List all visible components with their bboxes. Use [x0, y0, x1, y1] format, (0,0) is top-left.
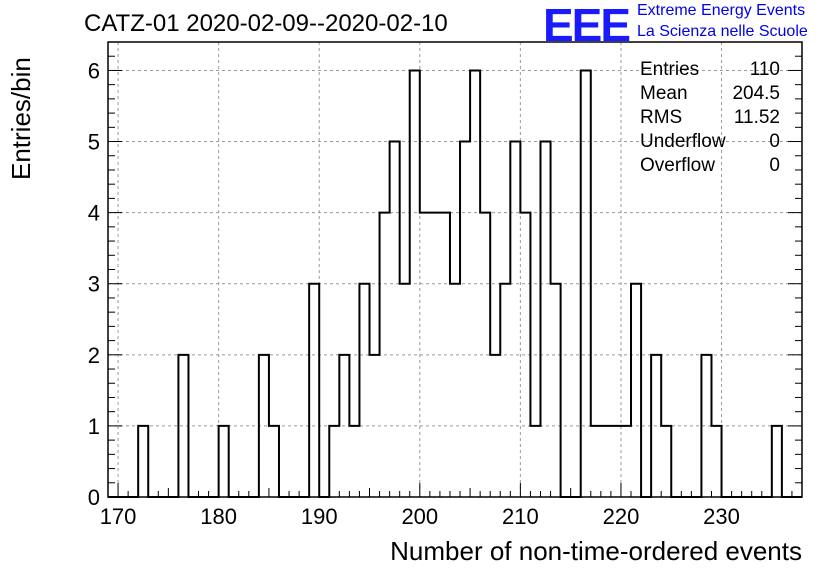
- histogram-bar: [500, 284, 510, 497]
- histogram-bar: [631, 284, 641, 497]
- histogram-bar: [551, 284, 561, 497]
- y-tick-label: 5: [88, 130, 100, 155]
- histogram-bar: [219, 426, 229, 497]
- x-tick-label: 180: [200, 504, 237, 529]
- y-tick-label: 1: [88, 414, 100, 439]
- histogram-bar: [611, 426, 621, 497]
- histogram-bar: [591, 426, 601, 497]
- y-tick-label: 3: [88, 272, 100, 297]
- logo-text-line2: La Scienza nelle Scuole: [637, 23, 808, 40]
- y-axis-label: Entries/bin: [6, 57, 36, 180]
- histogram-bar: [530, 426, 540, 497]
- y-tick-label: 6: [88, 58, 100, 83]
- chart-title: CATZ-01 2020-02-09--2020-02-10: [84, 10, 448, 37]
- x-tick-label: 170: [100, 504, 137, 529]
- stat-row-entries: Entries 110: [640, 58, 780, 82]
- stat-row-overflow: Overflow 0: [640, 154, 780, 178]
- x-tick-label: 190: [301, 504, 338, 529]
- stat-label: Underflow: [640, 131, 726, 152]
- histogram-bar: [661, 426, 671, 497]
- histogram-bar: [309, 284, 319, 497]
- histogram-bar: [772, 426, 782, 497]
- x-axis-ticks: [107, 483, 803, 497]
- stat-row-rms: RMS 11.52: [640, 106, 780, 130]
- stat-row-mean: Mean 204.5: [640, 82, 780, 106]
- histogram-bar: [390, 142, 400, 497]
- logo-text-line1: Extreme Energy Events: [637, 2, 806, 19]
- stat-label: Entries: [640, 59, 700, 80]
- histogram-bar: [349, 426, 359, 497]
- stat-label: Overflow: [640, 155, 715, 176]
- stat-value: 204.5: [732, 83, 780, 104]
- y-tick-label: 4: [88, 201, 100, 226]
- histogram-bar: [540, 142, 550, 497]
- x-axis-label: Number of non-time-ordered events: [390, 536, 802, 566]
- y-axis-tick-labels: 0 1 2 3 4 5 6: [88, 58, 100, 510]
- histogram-bar: [460, 142, 470, 497]
- stat-label: RMS: [640, 107, 683, 128]
- x-axis-tick-labels: 170 180 190 200 210 220 230: [100, 504, 740, 529]
- x-tick-label: 230: [703, 504, 740, 529]
- stat-row-underflow: Underflow 0: [640, 130, 780, 154]
- y-tick-label: 2: [88, 343, 100, 368]
- histogram-bar: [138, 426, 148, 497]
- plot-frame: [107, 41, 803, 498]
- x-tick-label: 200: [401, 504, 438, 529]
- histogram-bar: [621, 426, 631, 497]
- histogram-bar: [601, 426, 611, 497]
- histogram-bar: [510, 142, 520, 497]
- stat-value: 0: [769, 155, 780, 176]
- stat-value: 0: [769, 131, 780, 152]
- stat-label: Mean: [640, 83, 688, 104]
- histogram-bar: [329, 426, 339, 497]
- histogram-bar: [711, 426, 721, 497]
- histogram-bar: [400, 284, 410, 497]
- histogram-bar: [359, 284, 369, 497]
- x-tick-label: 220: [603, 504, 640, 529]
- histogram-bar: [269, 426, 279, 497]
- histogram-bar: [450, 284, 460, 497]
- y-tick-label: 0: [88, 485, 100, 510]
- stats-box: Entries 110 Mean 204.5 RMS 11.52 Underfl…: [640, 58, 780, 178]
- eee-logo: EEE: [543, 0, 631, 51]
- stat-value: 11.52: [733, 107, 780, 128]
- x-tick-label: 210: [502, 504, 539, 529]
- stat-value: 110: [749, 59, 780, 80]
